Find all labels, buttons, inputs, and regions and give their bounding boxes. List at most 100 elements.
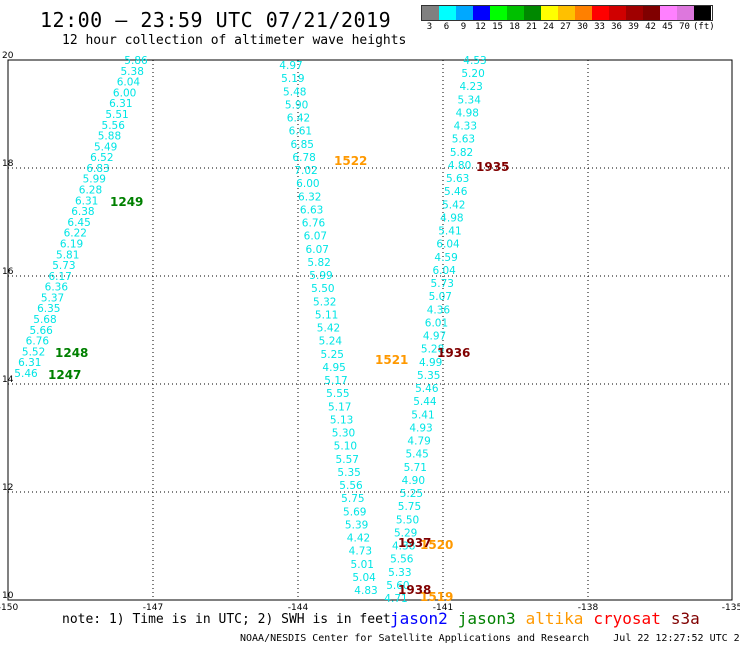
- x-tick-label: -141: [433, 603, 453, 613]
- wave-height-value: 5.25: [400, 488, 423, 500]
- wave-height-value: 5.13: [330, 414, 353, 426]
- swh-color-swatch: [677, 6, 694, 20]
- wave-height-value: 5.71: [404, 462, 427, 474]
- swh-legend-ticks: 3 6 9 12 15 18 21 24 27 30 33 36 39 42 45 70 (ft): [421, 21, 715, 34]
- wave-height-value: 5.99: [83, 174, 106, 186]
- wave-height-value: 5.37: [41, 292, 64, 304]
- wave-height-value: 6.31: [75, 195, 98, 207]
- wave-height-value: 6.28: [79, 185, 102, 197]
- pass-number-label: 1520: [420, 538, 453, 552]
- wave-height-value: 5.45: [405, 449, 428, 461]
- wave-height-value: 4.90: [402, 475, 425, 487]
- wave-height-value: 5.82: [450, 147, 473, 159]
- swh-color-swatch: [643, 6, 660, 20]
- wave-height-value: 4.80: [448, 160, 471, 172]
- y-tick-label: 14: [2, 375, 14, 385]
- swh-color-swatch: [490, 6, 507, 20]
- wave-height-value: 5.46: [14, 368, 38, 380]
- pass-number-label: 1522: [334, 154, 367, 168]
- wave-height-value: 6.04: [436, 239, 460, 251]
- wave-height-value: 5.25: [321, 349, 344, 361]
- wave-height-value: 5.46: [444, 186, 468, 198]
- wave-height-value: 5.48: [283, 86, 306, 98]
- wave-height-value: 6.32: [298, 191, 321, 203]
- wave-height-value: 4.98: [456, 107, 479, 119]
- wave-height-value: 4.36: [427, 304, 451, 316]
- wave-height-value: 5.38: [121, 66, 144, 78]
- wave-height-value: 5.81: [56, 249, 79, 261]
- pass-labels: 1249 1248 1247 1522 1521 1520 1519 1935 1936 1937…: [48, 154, 509, 604]
- satellite-legend: jason2 jason3 altika cryosat s3a: [390, 609, 710, 628]
- swh-color-swatch: [473, 6, 490, 20]
- wave-height-value: 4.97: [279, 60, 302, 72]
- wave-height-value: 5.75: [341, 493, 364, 505]
- wave-height-value: 5.41: [438, 226, 461, 238]
- wave-height-value: 6.85: [291, 139, 314, 151]
- y-tick-label: 12: [2, 483, 13, 493]
- wave-height-value: 6.35: [37, 303, 60, 315]
- wave-height-value: 5.42: [317, 323, 340, 335]
- wave-height-value: 4.98: [440, 212, 463, 224]
- swh-color-legend: 3 6 9 12 15 18 21 24 27 30 33 36 39 42 45 70 (ft): [421, 5, 715, 34]
- wave-height-value: 5.56: [339, 480, 363, 492]
- swh-color-swatch: [524, 6, 541, 20]
- footer-note: note: 1) Time is in UTC; 2) SWH is in fe…: [62, 612, 391, 627]
- wave-height-value: 5.60: [386, 580, 409, 592]
- wave-height-value: 5.11: [315, 309, 338, 321]
- wave-height-value: 5.73: [431, 278, 454, 290]
- swh-legend-tick: 15: [492, 22, 503, 32]
- wave-height-value: 4.97: [423, 331, 446, 343]
- wave-height-value: 6.31: [109, 98, 132, 110]
- wave-height-value: 6.07: [304, 231, 327, 243]
- pass-number-label: 1521: [375, 353, 408, 367]
- wave-height-value: 6.04: [117, 77, 141, 89]
- wave-height-value: 5.17: [324, 375, 347, 387]
- x-tick-label: -150: [0, 603, 18, 613]
- y-tick-label: 16: [2, 267, 14, 277]
- pass-number-label: 1935: [476, 160, 509, 174]
- wave-height-value: 6.61: [289, 126, 312, 138]
- wave-height-value: 6.52: [90, 152, 113, 164]
- swh-legend-tick: 21: [526, 22, 537, 32]
- x-tick-label: -144: [288, 603, 309, 613]
- wave-height-value: 5.68: [33, 314, 56, 326]
- swh-legend-tick: 45: [662, 22, 673, 32]
- map-title: 12:00 – 23:59 UTC 07/21/2019: [40, 8, 392, 32]
- swh-color-swatch: [558, 6, 575, 20]
- wave-height-value: 5.24: [319, 336, 343, 348]
- satellite-legend-item: jason3: [457, 609, 516, 628]
- pass-number-label: 1249: [110, 195, 143, 209]
- swh-color-bar: [421, 5, 713, 21]
- wave-height-value: 6.78: [292, 152, 315, 164]
- wave-height-value: 5.50: [311, 283, 334, 295]
- swh-color-swatch: [609, 6, 626, 20]
- swh-legend-tick: 39: [628, 22, 639, 32]
- wave-height-value: 4.71: [384, 593, 407, 605]
- swh-color-swatch: [541, 6, 558, 20]
- footer-credit: NOAA/NESDIS Center for Satellite Applica…: [240, 633, 740, 644]
- satellite-legend-item: altika: [525, 609, 584, 628]
- wave-height-value: 6.07: [306, 244, 329, 256]
- swh-color-swatch: [575, 6, 592, 20]
- wave-height-value: 6.42: [287, 113, 310, 125]
- wave-height-value: 4.93: [409, 422, 432, 434]
- wave-height-value: 6.00: [296, 178, 319, 190]
- wave-height-value: 5.63: [452, 134, 475, 146]
- wave-height-value: 5.56: [390, 554, 414, 566]
- wave-height-value: 5.07: [429, 291, 452, 303]
- pass-number-label: 1938: [398, 583, 431, 597]
- satellite-legend-item: jason2: [390, 609, 448, 628]
- pass-number-label: 1248: [55, 346, 88, 360]
- wave-height-value: 5.49: [94, 141, 117, 153]
- wave-height-value: 5.75: [398, 501, 421, 513]
- swh-legend-tick: 27: [560, 22, 571, 32]
- wave-height-value: 5.69: [343, 506, 366, 518]
- wave-height-value: 5.82: [307, 257, 330, 269]
- wave-height-value: 5.19: [281, 73, 304, 85]
- wave-height-value: 6.04: [432, 265, 456, 277]
- wave-height-value: 6.36: [45, 282, 69, 294]
- swh-legend-tick: 24: [543, 22, 554, 32]
- wave-height-value: 5.66: [29, 325, 53, 337]
- wave-height-value: 6.83: [86, 163, 109, 175]
